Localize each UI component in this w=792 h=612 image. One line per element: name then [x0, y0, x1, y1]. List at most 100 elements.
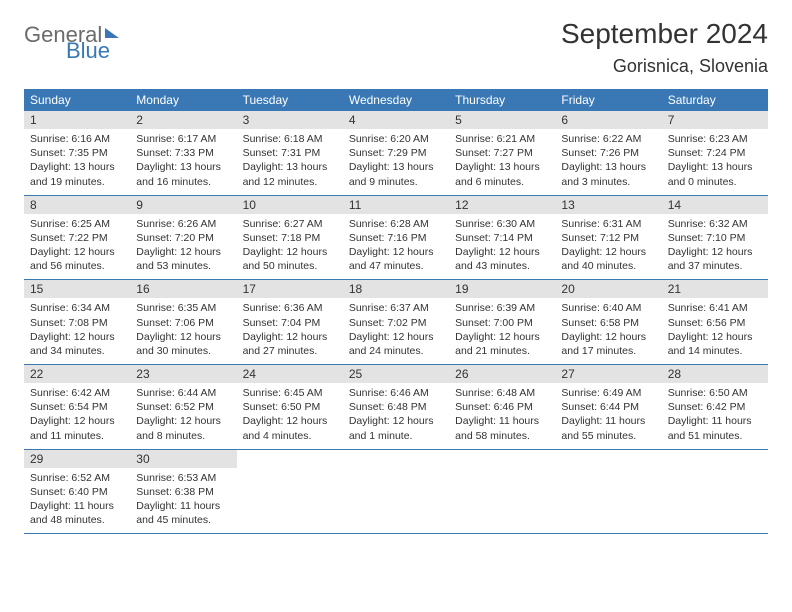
day-header-wed: Wednesday [343, 89, 449, 111]
sunset-text: Sunset: 7:08 PM [30, 316, 124, 330]
day-number: 28 [662, 365, 768, 383]
day-number: 29 [24, 450, 130, 468]
daylight-text-2: and 48 minutes. [30, 513, 124, 527]
day-details: Sunrise: 6:39 AMSunset: 7:00 PMDaylight:… [449, 298, 555, 364]
daylight-text: Daylight: 12 hours [243, 414, 337, 428]
calendar-week: 1Sunrise: 6:16 AMSunset: 7:35 PMDaylight… [24, 111, 768, 196]
calendar-week: 29Sunrise: 6:52 AMSunset: 6:40 PMDayligh… [24, 450, 768, 535]
calendar-cell: 18Sunrise: 6:37 AMSunset: 7:02 PMDayligh… [343, 280, 449, 364]
daylight-text: Daylight: 12 hours [30, 414, 124, 428]
day-number: 20 [555, 280, 661, 298]
day-header-thu: Thursday [449, 89, 555, 111]
calendar-cell: 4Sunrise: 6:20 AMSunset: 7:29 PMDaylight… [343, 111, 449, 195]
day-number: 19 [449, 280, 555, 298]
calendar-body: 1Sunrise: 6:16 AMSunset: 7:35 PMDaylight… [24, 111, 768, 534]
day-details: Sunrise: 6:40 AMSunset: 6:58 PMDaylight:… [555, 298, 661, 364]
sunrise-text: Sunrise: 6:18 AM [243, 132, 337, 146]
calendar-cell: 2Sunrise: 6:17 AMSunset: 7:33 PMDaylight… [130, 111, 236, 195]
calendar-cell: 20Sunrise: 6:40 AMSunset: 6:58 PMDayligh… [555, 280, 661, 364]
sunrise-text: Sunrise: 6:30 AM [455, 217, 549, 231]
sunrise-text: Sunrise: 6:41 AM [668, 301, 762, 315]
sunrise-text: Sunrise: 6:23 AM [668, 132, 762, 146]
daylight-text-2: and 17 minutes. [561, 344, 655, 358]
sunset-text: Sunset: 7:12 PM [561, 231, 655, 245]
daylight-text-2: and 3 minutes. [561, 175, 655, 189]
sunrise-text: Sunrise: 6:52 AM [30, 471, 124, 485]
sunset-text: Sunset: 6:40 PM [30, 485, 124, 499]
sunrise-text: Sunrise: 6:46 AM [349, 386, 443, 400]
calendar-week: 15Sunrise: 6:34 AMSunset: 7:08 PMDayligh… [24, 280, 768, 365]
sunrise-text: Sunrise: 6:28 AM [349, 217, 443, 231]
day-details: Sunrise: 6:18 AMSunset: 7:31 PMDaylight:… [237, 129, 343, 195]
month-title: September 2024 [561, 18, 768, 50]
calendar-cell: 10Sunrise: 6:27 AMSunset: 7:18 PMDayligh… [237, 196, 343, 280]
day-details: Sunrise: 6:46 AMSunset: 6:48 PMDaylight:… [343, 383, 449, 449]
day-number: 14 [662, 196, 768, 214]
daylight-text-2: and 30 minutes. [136, 344, 230, 358]
day-headers: Sunday Monday Tuesday Wednesday Thursday… [24, 89, 768, 111]
calendar-cell: 9Sunrise: 6:26 AMSunset: 7:20 PMDaylight… [130, 196, 236, 280]
daylight-text: Daylight: 13 hours [349, 160, 443, 174]
daylight-text: Daylight: 13 hours [243, 160, 337, 174]
calendar-cell: 28Sunrise: 6:50 AMSunset: 6:42 PMDayligh… [662, 365, 768, 449]
daylight-text: Daylight: 12 hours [455, 245, 549, 259]
sunset-text: Sunset: 7:27 PM [455, 146, 549, 160]
sunrise-text: Sunrise: 6:49 AM [561, 386, 655, 400]
day-details: Sunrise: 6:48 AMSunset: 6:46 PMDaylight:… [449, 383, 555, 449]
calendar-cell: 26Sunrise: 6:48 AMSunset: 6:46 PMDayligh… [449, 365, 555, 449]
day-details: Sunrise: 6:20 AMSunset: 7:29 PMDaylight:… [343, 129, 449, 195]
sunset-text: Sunset: 7:24 PM [668, 146, 762, 160]
calendar-cell: 19Sunrise: 6:39 AMSunset: 7:00 PMDayligh… [449, 280, 555, 364]
day-details: Sunrise: 6:21 AMSunset: 7:27 PMDaylight:… [449, 129, 555, 195]
sunset-text: Sunset: 7:33 PM [136, 146, 230, 160]
daylight-text-2: and 34 minutes. [30, 344, 124, 358]
daylight-text: Daylight: 12 hours [561, 330, 655, 344]
day-number: 27 [555, 365, 661, 383]
sunset-text: Sunset: 7:14 PM [455, 231, 549, 245]
calendar-cell: 1Sunrise: 6:16 AMSunset: 7:35 PMDaylight… [24, 111, 130, 195]
sunrise-text: Sunrise: 6:44 AM [136, 386, 230, 400]
calendar-cell: 8Sunrise: 6:25 AMSunset: 7:22 PMDaylight… [24, 196, 130, 280]
daylight-text-2: and 4 minutes. [243, 429, 337, 443]
daylight-text-2: and 45 minutes. [136, 513, 230, 527]
daylight-text-2: and 11 minutes. [30, 429, 124, 443]
sunrise-text: Sunrise: 6:34 AM [30, 301, 124, 315]
calendar-cell: 21Sunrise: 6:41 AMSunset: 6:56 PMDayligh… [662, 280, 768, 364]
calendar-cell [555, 450, 661, 534]
daylight-text: Daylight: 12 hours [136, 245, 230, 259]
day-number: 10 [237, 196, 343, 214]
daylight-text: Daylight: 12 hours [561, 245, 655, 259]
sunset-text: Sunset: 6:52 PM [136, 400, 230, 414]
daylight-text: Daylight: 13 hours [668, 160, 762, 174]
calendar-cell [343, 450, 449, 534]
sunrise-text: Sunrise: 6:32 AM [668, 217, 762, 231]
day-details: Sunrise: 6:27 AMSunset: 7:18 PMDaylight:… [237, 214, 343, 280]
day-number: 1 [24, 111, 130, 129]
day-header-tue: Tuesday [237, 89, 343, 111]
day-number: 25 [343, 365, 449, 383]
sunset-text: Sunset: 7:00 PM [455, 316, 549, 330]
location: Gorisnica, Slovenia [561, 56, 768, 77]
calendar-cell: 30Sunrise: 6:53 AMSunset: 6:38 PMDayligh… [130, 450, 236, 534]
sunrise-text: Sunrise: 6:27 AM [243, 217, 337, 231]
sunset-text: Sunset: 6:38 PM [136, 485, 230, 499]
sunrise-text: Sunrise: 6:20 AM [349, 132, 443, 146]
daylight-text-2: and 50 minutes. [243, 259, 337, 273]
daylight-text: Daylight: 12 hours [136, 414, 230, 428]
sunset-text: Sunset: 6:58 PM [561, 316, 655, 330]
sunset-text: Sunset: 7:35 PM [30, 146, 124, 160]
day-details: Sunrise: 6:50 AMSunset: 6:42 PMDaylight:… [662, 383, 768, 449]
calendar-cell: 23Sunrise: 6:44 AMSunset: 6:52 PMDayligh… [130, 365, 236, 449]
day-details: Sunrise: 6:52 AMSunset: 6:40 PMDaylight:… [24, 468, 130, 534]
day-details: Sunrise: 6:49 AMSunset: 6:44 PMDaylight:… [555, 383, 661, 449]
logo: General Blue [24, 24, 119, 62]
day-number: 5 [449, 111, 555, 129]
daylight-text-2: and 53 minutes. [136, 259, 230, 273]
sunrise-text: Sunrise: 6:45 AM [243, 386, 337, 400]
day-details: Sunrise: 6:30 AMSunset: 7:14 PMDaylight:… [449, 214, 555, 280]
day-details: Sunrise: 6:37 AMSunset: 7:02 PMDaylight:… [343, 298, 449, 364]
day-details: Sunrise: 6:31 AMSunset: 7:12 PMDaylight:… [555, 214, 661, 280]
daylight-text: Daylight: 12 hours [668, 245, 762, 259]
sunrise-text: Sunrise: 6:48 AM [455, 386, 549, 400]
sunset-text: Sunset: 6:48 PM [349, 400, 443, 414]
